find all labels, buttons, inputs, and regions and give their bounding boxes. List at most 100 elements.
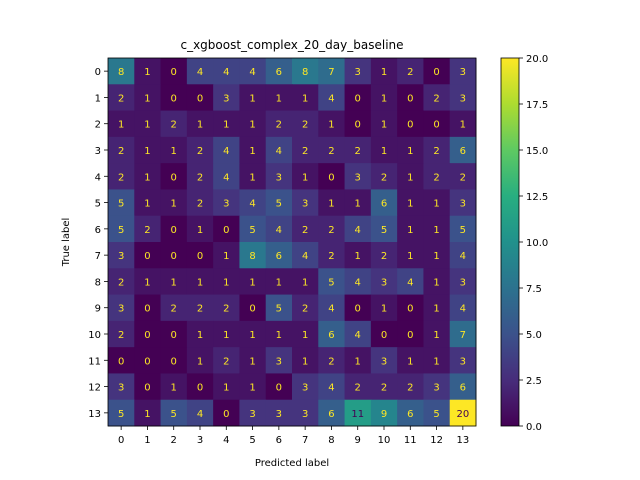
heatmap-cell-value: 1 (302, 356, 308, 367)
heatmap-cell (344, 110, 372, 138)
heatmap-cell-value: 1 (249, 330, 255, 341)
heatmap-cell (318, 320, 346, 348)
heatmap-cell-value: 6 (460, 146, 466, 157)
heatmap-cell (213, 242, 240, 269)
heatmap-cell (134, 268, 162, 296)
heatmap-cell (318, 110, 346, 138)
heatmap-cell-value: 0 (144, 330, 150, 341)
heatmap-cell-value: 5 (460, 225, 466, 236)
heatmap-cell-value: 1 (381, 67, 387, 78)
colorbar-tick-label: 0.0 (526, 422, 542, 433)
heatmap-cell (292, 399, 319, 427)
heatmap-cell-value: 2 (118, 172, 124, 183)
heatmap-cell-value: 5 (118, 225, 124, 236)
heatmap-cell-value: 5 (381, 225, 387, 236)
y-tick-label: 11 (88, 356, 101, 367)
heatmap-cell (186, 189, 214, 217)
heatmap-cell-value: 2 (381, 172, 387, 183)
heatmap-cell (292, 294, 319, 322)
heatmap-cell-value: 1 (144, 409, 150, 420)
heatmap-cell-value: 6 (328, 409, 334, 420)
heatmap-cell-value: 2 (302, 146, 308, 157)
heatmap-cell-value: 1 (381, 93, 387, 104)
heatmap-cell (449, 320, 477, 348)
heatmap-cell-value: 1 (433, 356, 439, 367)
heatmap-cell-value: 4 (355, 225, 361, 236)
heatmap-cell (318, 268, 346, 296)
heatmap-cell-value: 1 (144, 120, 150, 131)
heatmap-cell-value: 6 (276, 67, 282, 78)
heatmap-cell-value: 1 (328, 120, 334, 131)
heatmap-cell (370, 163, 398, 190)
y-tick-label: 1 (95, 93, 101, 104)
heatmap-cell (265, 110, 293, 138)
heatmap-cell (318, 373, 346, 401)
plot-frame (107, 57, 477, 427)
heatmap-cell-value: 1 (249, 277, 255, 288)
heatmap-cell (134, 242, 162, 269)
heatmap-cell (265, 189, 293, 217)
heatmap-cell (239, 242, 267, 269)
heatmap-cell-value: 1 (407, 356, 413, 367)
heatmap-cell (186, 84, 214, 112)
heatmap-cell-value: 3 (460, 93, 466, 104)
heatmap-cell (397, 215, 424, 243)
x-axis-label: Predicted label (255, 458, 329, 469)
heatmap-cell-value: 0 (171, 251, 177, 262)
heatmap-cell (160, 347, 188, 374)
heatmap-cell (370, 136, 398, 164)
heatmap-cell-value: 2 (118, 277, 124, 288)
heatmap-cell (134, 347, 162, 374)
heatmap-cell-value: 0 (171, 67, 177, 78)
heatmap-cell-value: 1 (144, 146, 150, 157)
heatmap-cell-value: 1 (407, 199, 413, 210)
heatmap-cell-value: 0 (407, 304, 413, 315)
heatmap-cell-value: 0 (276, 383, 282, 394)
heatmap-cell-value: 4 (328, 383, 334, 394)
heatmap-cell (423, 58, 451, 85)
heatmap-cell (160, 163, 188, 190)
heatmap-cell-value: 1 (407, 251, 413, 262)
heatmap-cell-value: 1 (249, 356, 255, 367)
heatmap-cell (449, 373, 477, 401)
heatmap-cell (292, 84, 319, 112)
heatmap-cell-value: 8 (302, 67, 308, 78)
heatmap-cell-value: 0 (144, 356, 150, 367)
heatmap-cell (134, 58, 162, 85)
heatmap-cell-value: 11 (351, 409, 364, 420)
heatmap-cell-value: 1 (249, 146, 255, 157)
heatmap-cell (186, 215, 214, 243)
heatmap-cell (423, 189, 451, 217)
heatmap-cell (108, 294, 135, 322)
heatmap-cell-value: 2 (328, 146, 334, 157)
heatmap-cell-value: 3 (302, 383, 308, 394)
heatmap-cell-value: 1 (144, 277, 150, 288)
heatmap-cell (292, 373, 319, 401)
heatmap-cell (265, 268, 293, 296)
heatmap-cell (423, 320, 451, 348)
y-tick-label: 7 (95, 251, 101, 262)
heatmap-cell (423, 242, 451, 269)
x-tick-label: 11 (404, 435, 417, 446)
heatmap-cell-value: 5 (171, 409, 177, 420)
heatmap-cell-value: 1 (433, 251, 439, 262)
heatmap-cell-value: 1 (302, 172, 308, 183)
heatmap-cell (344, 84, 372, 112)
heatmap-cell (292, 136, 319, 164)
heatmap-cell (239, 84, 267, 112)
heatmap-cell (292, 268, 319, 296)
heatmap-cell (108, 268, 135, 296)
heatmap-cell-value: 1 (249, 172, 255, 183)
heatmap-cell (265, 84, 293, 112)
heatmap-cell-value: 2 (118, 330, 124, 341)
y-axis-label: True label (61, 218, 72, 268)
heatmap-cell-value: 1 (171, 383, 177, 394)
heatmap-cell (423, 84, 451, 112)
heatmap-cell (318, 215, 346, 243)
x-tick-label: 4 (223, 435, 229, 446)
heatmap-cell-value: 0 (197, 251, 203, 262)
heatmap-cell-value: 0 (355, 93, 361, 104)
heatmap-cell-value: 3 (118, 383, 124, 394)
heatmap-cell (397, 320, 424, 348)
